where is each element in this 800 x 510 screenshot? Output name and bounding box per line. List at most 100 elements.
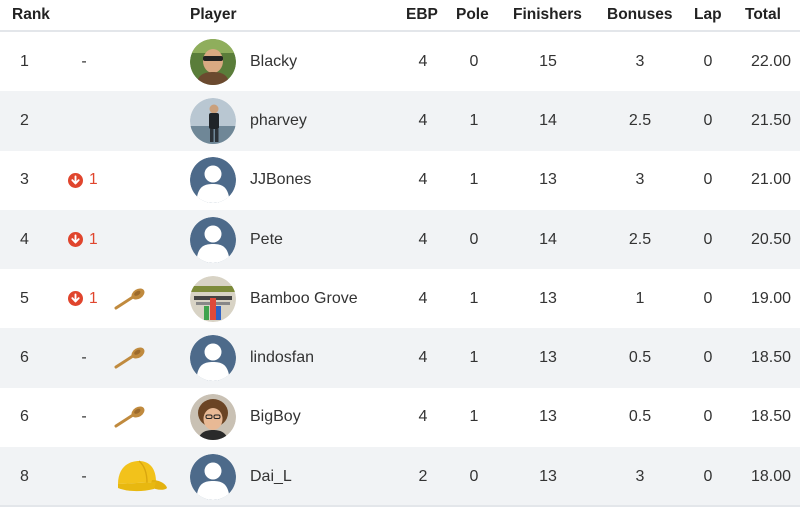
table-row[interactable]: 2 pharvey 4 1 14 2.5 0 21.50 [0,91,800,151]
pole-cell: 1 [469,289,479,307]
finishers-cell: 14 [539,111,557,129]
total-cell: 20.50 [750,230,791,248]
lap-cell: 0 [703,349,713,367]
bonuses-cell: 1 [635,289,645,307]
rank-change-value: 1 [89,171,98,189]
table-row[interactable]: 6 - lindosfan 4 1 13 0.5 0 18.50 [0,328,800,388]
rank-change: 1 [68,269,108,328]
finishers-cell: 13 [539,349,557,367]
player-name[interactable]: Dai_L [250,467,292,485]
rank-change-value: 1 [89,289,98,307]
total-cell: 18.50 [750,408,791,426]
total-cell: 22.00 [750,52,791,70]
total-cell: 21.00 [750,171,791,189]
bonuses-cell: 2.5 [628,111,652,129]
bonuses-cell: 0.5 [628,349,652,367]
rank-cell: 4 [20,230,29,248]
ebp-cell: 4 [418,171,428,189]
player-avatar[interactable] [190,91,240,150]
bonuses-cell: 2.5 [628,230,652,248]
rank-cell: 8 [20,467,29,485]
rank-cell: 3 [20,171,29,189]
table-row[interactable]: 5 1 Bamboo Grove 4 1 13 1 0 19.00 [0,269,800,328]
header-rank[interactable]: Rank [12,6,50,23]
player-avatar[interactable] [190,32,240,91]
arrow-down-circle-icon [68,232,89,248]
rank-change: 1 [68,151,108,210]
lap-cell: 0 [703,289,713,307]
bonuses-cell: 0.5 [628,408,652,426]
wooden-spoon-icon [113,388,173,447]
player-name[interactable]: Bamboo Grove [250,289,358,307]
bonuses-cell: 3 [635,467,645,485]
rank-change-value: 1 [89,230,98,248]
player-avatar[interactable] [190,151,240,210]
player-name[interactable]: JJBones [250,171,312,189]
default-user-icon [190,157,236,204]
player-avatar[interactable] [190,269,240,328]
header-player[interactable]: Player [190,6,237,23]
avatar [190,275,236,322]
arrow-down-circle-icon [68,291,89,307]
lap-cell: 0 [703,52,713,70]
total-cell: 19.00 [750,289,791,307]
rank-change: 1 [68,210,108,269]
pole-cell: 1 [469,408,479,426]
player-avatar[interactable] [190,328,240,387]
ebp-cell: 4 [418,289,428,307]
avatar [190,97,236,144]
player-name[interactable]: Blacky [250,52,298,70]
header-total[interactable]: Total [745,6,781,23]
player-name[interactable]: pharvey [250,111,307,129]
finishers-cell: 13 [539,467,557,485]
header-bonuses[interactable]: Bonuses [607,6,673,23]
yellow-cap-icon [112,447,172,506]
table-body: 1- Blacky 4 0 15 3 0 22.00 2 pharvey 4 1 14 2.5 0 21.50… [0,32,800,507]
rank-change: - [81,52,87,70]
bonuses-cell: 3 [635,52,645,70]
rank-change: - [81,408,87,426]
player-avatar[interactable] [190,210,240,269]
ebp-cell: 4 [418,230,428,248]
total-cell: 21.50 [750,111,791,129]
rank-cell: 2 [20,111,29,129]
default-user-icon [190,216,236,263]
lap-cell: 0 [703,171,713,189]
table-row[interactable]: 4 1 Pete 4 0 14 2.5 0 20.50 [0,209,800,270]
total-cell: 18.50 [750,349,791,367]
pole-cell: 1 [469,111,479,129]
player-name[interactable]: lindosfan [250,349,315,367]
header-finishers[interactable]: Finishers [513,6,582,23]
lap-cell: 0 [703,230,713,248]
ebp-cell: 2 [418,467,428,485]
rank-cell: 5 [20,289,29,307]
ebp-cell: 4 [418,408,428,426]
table-bottom-divider [0,505,800,507]
player-name[interactable]: Pete [250,230,283,248]
rank-change: - [81,349,87,367]
player-avatar[interactable] [190,388,240,447]
rank-cell: 6 [20,408,29,426]
finishers-cell: 13 [539,289,557,307]
finishers-cell: 15 [539,52,557,70]
header-ebp[interactable]: EBP [406,6,438,23]
rank-cell: 1 [20,52,29,70]
player-avatar[interactable] [190,447,240,506]
finishers-cell: 13 [539,408,557,426]
rank-change: - [81,467,87,485]
player-name[interactable]: BigBoy [250,408,301,426]
wooden-spoon-icon [113,328,173,387]
header-lap[interactable]: Lap [694,6,722,23]
table-row[interactable]: 3 1 JJBones 4 1 13 3 0 21.00 [0,151,800,210]
wooden-spoon-icon [113,269,173,328]
lap-cell: 0 [703,111,713,129]
header-pole[interactable]: Pole [456,6,489,23]
table-row[interactable]: 8 - Dai_L 2 0 13 3 0 18.00 [0,447,800,507]
table-row[interactable]: 1- Blacky 4 0 15 3 0 22.00 [0,32,800,91]
default-user-icon [190,453,236,500]
lap-cell: 0 [703,408,713,426]
pole-cell: 1 [469,349,479,367]
table-row[interactable]: 6 - BigBoy 4 1 13 0.5 0 18.50 [0,388,800,447]
finishers-cell: 14 [539,230,557,248]
